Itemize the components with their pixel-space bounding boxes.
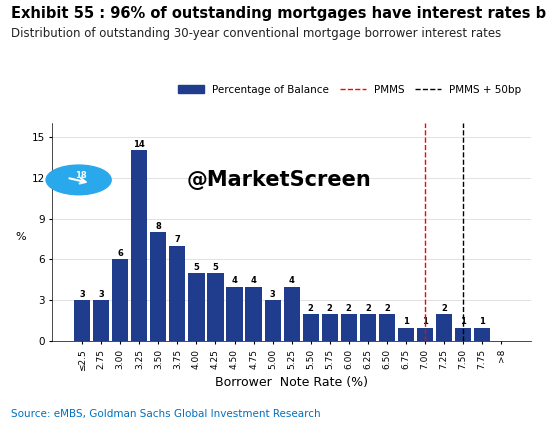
- Text: Exhibit 55 : 96% of outstanding mortgages have interest rates below PMMS: Exhibit 55 : 96% of outstanding mortgage…: [11, 6, 546, 21]
- Text: 2: 2: [308, 304, 313, 313]
- Bar: [360, 314, 376, 341]
- Bar: [474, 328, 490, 341]
- Text: 14: 14: [133, 140, 145, 149]
- Text: 3: 3: [79, 290, 85, 299]
- Text: 6: 6: [117, 249, 123, 258]
- Text: @MarketScreen: @MarketScreen: [186, 170, 371, 190]
- Bar: [169, 246, 186, 341]
- Text: 1: 1: [422, 317, 428, 326]
- Bar: [207, 273, 223, 341]
- Bar: [227, 287, 242, 341]
- Bar: [131, 150, 147, 341]
- Text: 1: 1: [479, 317, 485, 326]
- Text: Distribution of outstanding 30-year conventional mortgage borrower interest rate: Distribution of outstanding 30-year conv…: [11, 27, 501, 40]
- Bar: [246, 287, 262, 341]
- Text: 3: 3: [270, 290, 276, 299]
- Text: 1: 1: [403, 317, 409, 326]
- Bar: [455, 328, 471, 341]
- Text: 4: 4: [232, 276, 238, 285]
- Bar: [302, 314, 319, 341]
- Circle shape: [46, 165, 111, 195]
- Text: Source: eMBS, Goldman Sachs Global Investment Research: Source: eMBS, Goldman Sachs Global Inves…: [11, 409, 321, 419]
- Text: 4: 4: [251, 276, 257, 285]
- X-axis label: Borrower  Note Rate (%): Borrower Note Rate (%): [215, 376, 368, 389]
- Bar: [379, 314, 395, 341]
- Bar: [264, 300, 281, 341]
- Bar: [150, 232, 167, 341]
- Bar: [93, 300, 109, 341]
- Bar: [112, 259, 128, 341]
- Text: 1: 1: [460, 317, 466, 326]
- Text: 5: 5: [212, 263, 218, 272]
- Bar: [341, 314, 357, 341]
- Legend: Percentage of Balance, PMMS, PMMS + 50bp: Percentage of Balance, PMMS, PMMS + 50bp: [174, 80, 526, 99]
- Bar: [322, 314, 338, 341]
- Text: 18: 18: [75, 171, 87, 180]
- Bar: [74, 300, 90, 341]
- Y-axis label: %: %: [15, 232, 26, 242]
- Text: 4: 4: [289, 276, 295, 285]
- Text: 2: 2: [441, 304, 447, 313]
- Text: 2: 2: [365, 304, 371, 313]
- Bar: [417, 328, 433, 341]
- Bar: [398, 328, 414, 341]
- Text: 3: 3: [98, 290, 104, 299]
- Text: 7: 7: [175, 235, 180, 245]
- Bar: [283, 287, 300, 341]
- Text: 2: 2: [327, 304, 333, 313]
- Text: 2: 2: [384, 304, 390, 313]
- Text: 8: 8: [156, 222, 161, 231]
- Text: 2: 2: [346, 304, 352, 313]
- Bar: [436, 314, 452, 341]
- Bar: [188, 273, 205, 341]
- Text: 5: 5: [193, 263, 199, 272]
